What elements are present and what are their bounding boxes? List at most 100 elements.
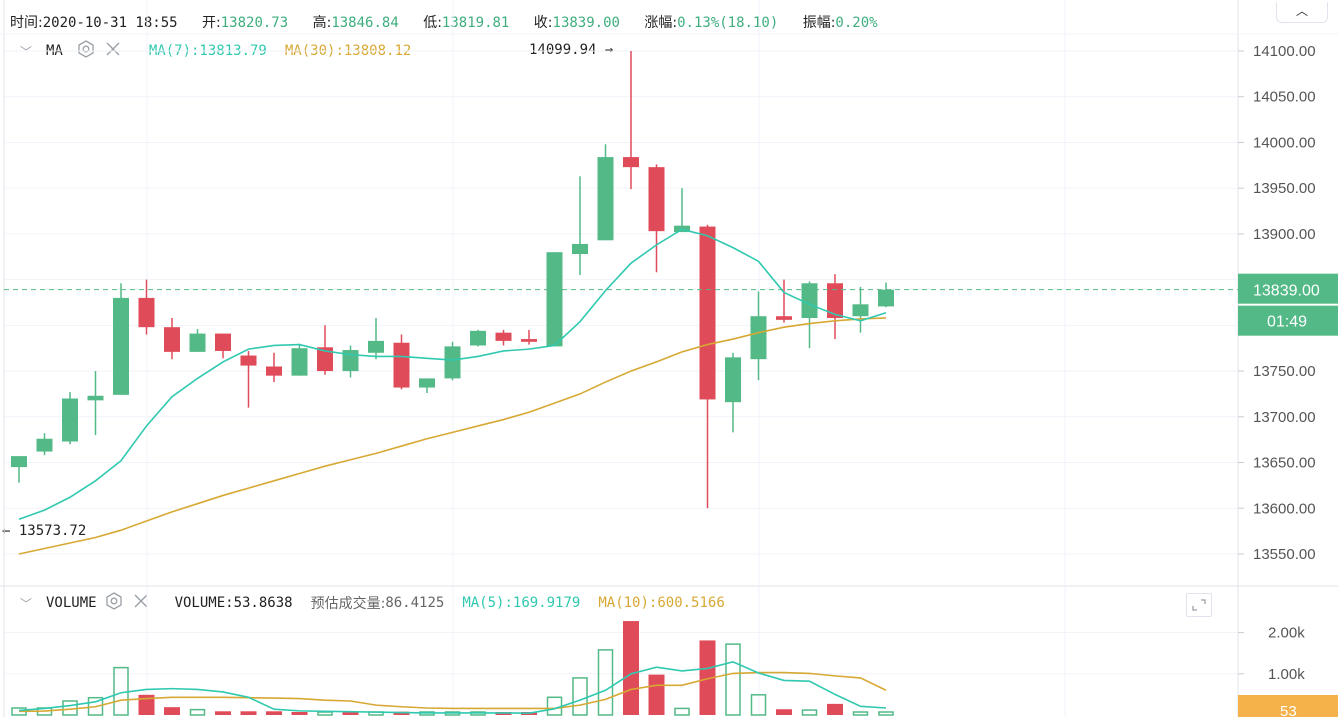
close-icon[interactable]	[133, 593, 149, 613]
last-price-label	[1238, 273, 1338, 304]
candle	[470, 330, 486, 346]
amplitude-label: 振幅:	[802, 15, 836, 31]
candle	[189, 333, 206, 352]
countdown-label	[1238, 305, 1338, 336]
price-axis-tick: 13950.00	[1253, 180, 1316, 197]
low-label: 低:	[423, 15, 442, 31]
volume-bar	[725, 643, 741, 716]
chevron-up-icon: ︿	[1295, 4, 1308, 18]
maximize-pane-button[interactable]	[1186, 593, 1212, 617]
candle	[342, 350, 359, 372]
volume-bar	[776, 709, 792, 715]
volume-bar	[623, 621, 639, 715]
candle	[444, 346, 461, 379]
volume-bar	[827, 703, 843, 715]
price-axis-tick: 14100.00	[1253, 43, 1316, 60]
volume-bar	[699, 640, 716, 715]
svg-text:53: 53	[1280, 703, 1297, 717]
time-label: 时间:	[10, 15, 43, 31]
volume-bar	[801, 709, 818, 716]
change-label: 涨幅:	[644, 15, 678, 31]
high-label: 高:	[312, 15, 332, 31]
price-axis-tick: 13900.00	[1253, 226, 1316, 243]
candle	[827, 283, 843, 319]
amplitude-value: 0.20%	[835, 15, 878, 31]
price-axis-tick: 13650.00	[1253, 455, 1316, 472]
ma-indicator-legend: ﹀ MA MA(7):13813.79 MA(30):13808.12	[20, 40, 411, 62]
volume-bar	[419, 711, 435, 716]
estimated-volume-label: 预估成交量:	[310, 596, 386, 612]
volume-axis-tick: 1.00k	[1268, 666, 1305, 683]
price-axis-tick: 13750.00	[1253, 363, 1316, 380]
time-value: 2020-10-31 18:55	[42, 15, 178, 31]
low-value: 13819.81	[441, 15, 510, 31]
candle	[215, 333, 231, 351]
price-axis-tick: 13700.00	[1253, 409, 1316, 426]
candle	[11, 456, 27, 468]
candle	[648, 167, 665, 232]
volume-bar	[113, 666, 129, 716]
candle	[572, 243, 588, 255]
chevron-down-icon[interactable]: ﹀	[20, 596, 33, 611]
candle	[87, 395, 104, 401]
candle	[674, 225, 690, 233]
volume-bar	[546, 696, 563, 716]
volume-bar	[342, 712, 359, 715]
volume-bar	[878, 711, 894, 716]
close-icon[interactable]	[105, 41, 121, 61]
volume-bar	[164, 707, 180, 715]
open-label: 开:	[202, 15, 221, 31]
ma30-value: MA(30):13808.12	[284, 43, 412, 59]
candle	[852, 304, 869, 317]
high-value: 13846.84	[331, 15, 399, 31]
volume-bar	[393, 711, 410, 715]
ma-indicator-name[interactable]: MA	[46, 43, 63, 59]
volume-bar	[240, 711, 257, 715]
price-axis-tick: 13600.00	[1253, 500, 1316, 517]
volume-bar	[87, 696, 104, 716]
candle	[801, 283, 818, 319]
candle	[164, 327, 180, 352]
volume-indicator-name[interactable]: VOLUME	[46, 595, 97, 611]
volume-bar	[750, 694, 767, 716]
close-label: 收:	[533, 15, 553, 31]
price-axis-tick: 14000.00	[1253, 134, 1316, 151]
candle	[878, 289, 894, 307]
candle	[36, 438, 53, 452]
candle	[725, 357, 741, 403]
volume-bar	[572, 677, 588, 716]
last-volume-label	[1238, 695, 1338, 717]
price-axis-tick: 13850.00	[1253, 272, 1316, 289]
maximize-icon	[1192, 599, 1206, 611]
settings-icon[interactable]	[77, 40, 95, 62]
volume-ma5-value: MA(5):169.9179	[462, 595, 581, 611]
volume-bar	[597, 649, 614, 716]
collapse-legend-button[interactable]: ︿	[1276, 2, 1328, 23]
candle	[240, 355, 257, 366]
volume-axis-tick: 2.00k	[1268, 625, 1305, 642]
volume-bar	[852, 711, 869, 716]
high-price-marker: 14099.94 →	[529, 42, 614, 58]
ohlc-legend: 时间:2020-10-31 18:55 开:13820.73 高:13846.8…	[10, 12, 894, 32]
chevron-down-icon[interactable]: ﹀	[20, 44, 33, 59]
candle	[113, 297, 129, 395]
volume-bar	[495, 712, 512, 715]
candle	[138, 297, 155, 328]
close-value: 13839.00	[552, 15, 620, 31]
price-axis-tick: 13550.00	[1253, 546, 1316, 563]
open-value: 13820.73	[220, 15, 289, 31]
ma7-value: MA(7):13813.79	[148, 43, 267, 59]
volume-bar	[648, 674, 665, 715]
settings-icon[interactable]	[105, 592, 123, 614]
volume-indicator-legend: ﹀ VOLUME VOLUME:53.8638 预估成交量: 86.4125 MA…	[20, 592, 725, 614]
volume-bar	[215, 711, 231, 715]
svg-text:13839.00: 13839.00	[1253, 283, 1320, 300]
candle	[623, 157, 639, 168]
candle	[62, 398, 78, 442]
volume-bar	[368, 711, 384, 716]
volume-bar	[266, 711, 282, 715]
candle	[368, 340, 384, 353]
candle	[597, 157, 614, 241]
volume-bar	[444, 711, 461, 716]
volume-bar	[674, 707, 690, 716]
